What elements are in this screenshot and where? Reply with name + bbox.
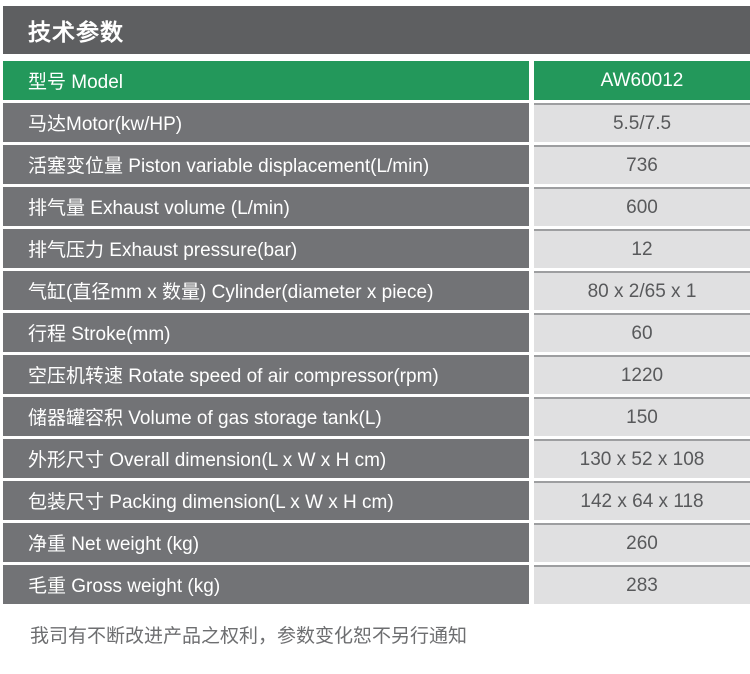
row-label-cell: 排气压力 Exhaust pressure(bar) [3,229,529,268]
table-row: 毛重 Gross weight (kg) 283 [3,565,750,604]
table-row: 行程 Stroke(mm) 60 [3,313,750,352]
row-label-cell: 活塞变位量 Piston variable displacement(L/min… [3,145,529,184]
row-value-cell: 150 [534,397,750,436]
row-value-cell: 736 [534,145,750,184]
row-value-cell: 5.5/7.5 [534,103,750,142]
row-label-cell: 储器罐容积 Volume of gas storage tank(L) [3,397,529,436]
row-label-cell: 空压机转速 Rotate speed of air compressor(rpm… [3,355,529,394]
row-value-cell: 283 [534,565,750,604]
row-value-cell: 60 [534,313,750,352]
header-label-cell: 型号 Model [3,61,529,100]
table-row: 活塞变位量 Piston variable displacement(L/min… [3,145,750,184]
table-row: 储器罐容积 Volume of gas storage tank(L) 150 [3,397,750,436]
table-row: 排气量 Exhaust volume (L/min) 600 [3,187,750,226]
row-label-cell: 排气量 Exhaust volume (L/min) [3,187,529,226]
row-value-cell: 260 [534,523,750,562]
row-label-cell: 包装尺寸 Packing dimension(L x W x H cm) [3,481,529,520]
page-title: 技术参数 [28,19,124,45]
table-row: 包装尺寸 Packing dimension(L x W x H cm) 142… [3,481,750,520]
row-value-cell: 142 x 64 x 118 [534,481,750,520]
table-row: 气缸(直径mm x 数量) Cylinder(diameter x piece)… [3,271,750,310]
row-value-cell: 1220 [534,355,750,394]
row-label-cell: 毛重 Gross weight (kg) [3,565,529,604]
row-label-cell: 行程 Stroke(mm) [3,313,529,352]
table-row: 净重 Net weight (kg) 260 [3,523,750,562]
row-value-cell: 600 [534,187,750,226]
header-value-cell: AW60012 [534,61,750,100]
section-title-bar: 技术参数 [3,6,750,54]
spec-table: 型号 Model AW60012 马达Motor(kw/HP) 5.5/7.5 … [3,61,750,604]
table-row: 空压机转速 Rotate speed of air compressor(rpm… [3,355,750,394]
table-row: 马达Motor(kw/HP) 5.5/7.5 [3,103,750,142]
table-row: 外形尺寸 Overall dimension(L x W x H cm) 130… [3,439,750,478]
row-value-cell: 12 [534,229,750,268]
row-value-cell: 130 x 52 x 108 [534,439,750,478]
row-label-cell: 净重 Net weight (kg) [3,523,529,562]
footer-note: 我司有不断改进产品之权利，参数变化恕不另行通知 [30,626,468,647]
row-label-cell: 马达Motor(kw/HP) [3,103,529,142]
table-header-row: 型号 Model AW60012 [3,61,750,100]
table-body: 马达Motor(kw/HP) 5.5/7.5 活塞变位量 Piston vari… [3,103,750,604]
row-label-cell: 外形尺寸 Overall dimension(L x W x H cm) [3,439,529,478]
row-label-cell: 气缸(直径mm x 数量) Cylinder(diameter x piece) [3,271,529,310]
row-value-cell: 80 x 2/65 x 1 [534,271,750,310]
table-row: 排气压力 Exhaust pressure(bar) 12 [3,229,750,268]
